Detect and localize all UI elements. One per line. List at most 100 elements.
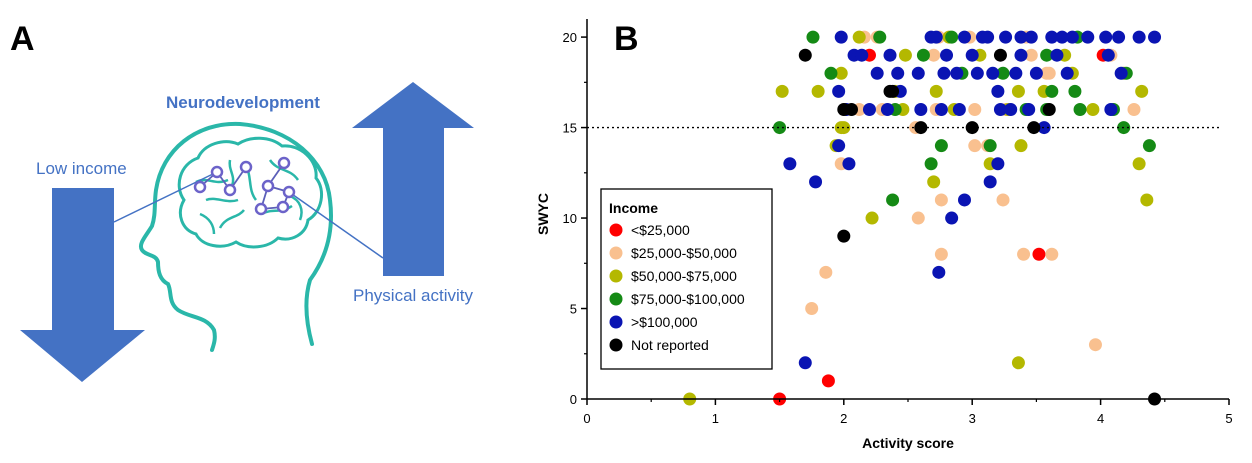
- up-arrow-icon: [352, 82, 474, 276]
- data-point: [891, 66, 905, 80]
- data-point: [773, 121, 787, 135]
- y-axis-ticks: 0 5 10 15 20: [563, 30, 587, 407]
- data-point: [970, 66, 984, 80]
- legend-entry-label: $75,000-$100,000: [631, 291, 745, 307]
- down-arrow-icon: [20, 188, 145, 382]
- x-tick-label: 5: [1225, 411, 1232, 426]
- data-point: [952, 102, 966, 116]
- data-point: [1011, 356, 1025, 370]
- data-point: [957, 193, 971, 207]
- data-point: [845, 102, 859, 116]
- data-point: [1040, 66, 1054, 80]
- physical-activity-connector: [288, 191, 384, 259]
- data-point: [914, 102, 928, 116]
- data-point: [1045, 30, 1059, 44]
- data-point: [934, 193, 948, 207]
- y-tick-label: 20: [563, 30, 577, 45]
- data-point: [929, 30, 943, 44]
- panel-letter-a: A: [10, 20, 35, 58]
- data-point: [862, 102, 876, 116]
- data-point: [996, 193, 1010, 207]
- legend-marker: [609, 338, 623, 352]
- data-point: [968, 102, 982, 116]
- data-point: [1024, 48, 1038, 62]
- x-axis-label: Activity score: [862, 435, 954, 451]
- data-point: [805, 302, 819, 316]
- x-axis-ticks: 0 1 2 3 4 5: [583, 399, 1233, 426]
- data-point: [1029, 66, 1043, 80]
- data-point: [945, 30, 959, 44]
- data-point: [824, 66, 838, 80]
- y-tick-label: 0: [570, 392, 577, 407]
- data-point: [798, 48, 812, 62]
- data-point: [993, 48, 1007, 62]
- data-point: [1014, 48, 1028, 62]
- data-point: [911, 211, 925, 225]
- data-point: [798, 356, 812, 370]
- legend-marker: [609, 269, 623, 283]
- data-point: [886, 193, 900, 207]
- data-point: [821, 374, 835, 388]
- data-point: [1014, 30, 1028, 44]
- data-point: [783, 157, 797, 171]
- data-point: [883, 48, 897, 62]
- legend-marker: [609, 315, 623, 329]
- data-point: [1127, 102, 1141, 116]
- data-point: [914, 121, 928, 135]
- data-point: [1068, 84, 1082, 98]
- legend-marker: [609, 246, 623, 260]
- data-point: [1142, 139, 1156, 153]
- data-point: [934, 139, 948, 153]
- data-point: [924, 157, 938, 171]
- data-point: [1060, 66, 1074, 80]
- data-point: [1024, 30, 1038, 44]
- y-tick-label: 10: [563, 211, 577, 226]
- legend-entry-label: >$100,000: [631, 314, 698, 330]
- data-point: [1055, 30, 1069, 44]
- low-income-connector: [113, 171, 218, 223]
- head-outline-icon: [139, 121, 333, 352]
- data-point: [1132, 157, 1146, 171]
- data-point: [1148, 30, 1162, 44]
- data-point: [842, 157, 856, 171]
- data-point: [927, 175, 941, 189]
- data-point: [950, 66, 964, 80]
- data-point: [870, 66, 884, 80]
- data-point: [811, 84, 825, 98]
- data-point: [1099, 30, 1113, 44]
- data-point: [873, 30, 887, 44]
- data-point: [880, 102, 894, 116]
- legend-marker: [609, 292, 623, 306]
- data-point: [991, 84, 1005, 98]
- data-point: [1042, 102, 1056, 116]
- y-tick-label: 5: [570, 302, 577, 317]
- data-point: [855, 48, 869, 62]
- data-point: [1132, 30, 1146, 44]
- x-tick-label: 1: [712, 411, 719, 426]
- data-point: [945, 211, 959, 225]
- data-point: [991, 157, 1005, 171]
- data-point: [1065, 30, 1079, 44]
- data-point: [1073, 102, 1087, 116]
- data-point: [934, 102, 948, 116]
- data-point: [898, 48, 912, 62]
- legend-box: [600, 188, 773, 370]
- legend-entry-label: $25,000-$50,000: [631, 245, 737, 261]
- data-point: [1101, 48, 1115, 62]
- data-point: [834, 30, 848, 44]
- data-point: [996, 66, 1010, 80]
- data-point: [1081, 30, 1095, 44]
- data-point: [886, 84, 900, 98]
- data-point: [1011, 84, 1025, 98]
- neural-network-nodes: [193, 156, 296, 216]
- data-point: [1114, 66, 1128, 80]
- data-point: [809, 175, 823, 189]
- data-point: [1045, 84, 1059, 98]
- y-tick-label: 15: [563, 121, 577, 136]
- data-point: [940, 48, 954, 62]
- brain-icon: [177, 136, 324, 249]
- data-point: [993, 102, 1007, 116]
- legend: Income <$25,000 $25,000-$50,000 $50,000-$7…: [600, 188, 773, 370]
- physical-activity-label: Physical activity: [353, 286, 473, 305]
- data-point: [911, 66, 925, 80]
